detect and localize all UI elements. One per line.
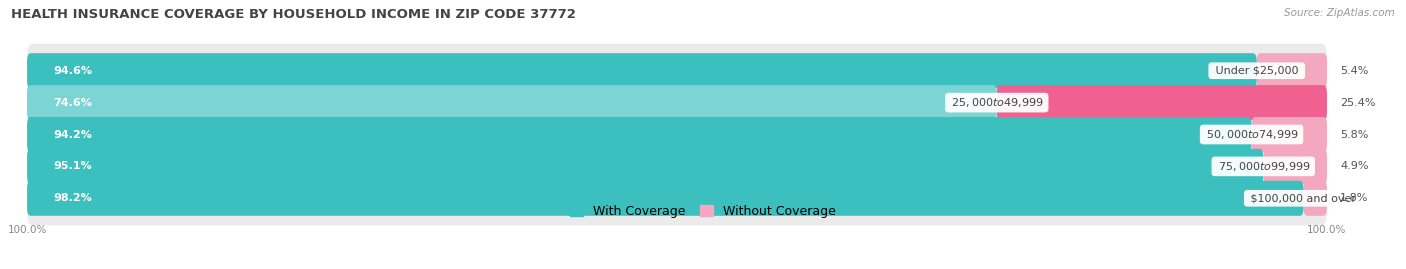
Text: 98.2%: 98.2% (53, 193, 91, 203)
Text: Source: ZipAtlas.com: Source: ZipAtlas.com (1284, 8, 1395, 18)
FancyBboxPatch shape (27, 76, 1327, 130)
FancyBboxPatch shape (27, 107, 1327, 162)
Legend: With Coverage, Without Coverage: With Coverage, Without Coverage (565, 200, 841, 223)
Text: 95.1%: 95.1% (53, 161, 91, 171)
Text: $100,000 and over: $100,000 and over (1247, 193, 1360, 203)
Text: $50,000 to $74,999: $50,000 to $74,999 (1204, 128, 1301, 141)
FancyBboxPatch shape (27, 181, 1303, 216)
Text: 94.2%: 94.2% (53, 129, 91, 140)
Text: 4.9%: 4.9% (1340, 161, 1368, 171)
Text: 94.6%: 94.6% (53, 66, 91, 76)
FancyBboxPatch shape (27, 171, 1327, 225)
FancyBboxPatch shape (1303, 181, 1327, 216)
Text: 5.4%: 5.4% (1340, 66, 1368, 76)
Text: $25,000 to $49,999: $25,000 to $49,999 (949, 96, 1045, 109)
Text: HEALTH INSURANCE COVERAGE BY HOUSEHOLD INCOME IN ZIP CODE 37772: HEALTH INSURANCE COVERAGE BY HOUSEHOLD I… (11, 8, 576, 21)
Text: 74.6%: 74.6% (53, 98, 91, 108)
Text: 1.8%: 1.8% (1340, 193, 1368, 203)
FancyBboxPatch shape (1263, 149, 1327, 184)
FancyBboxPatch shape (997, 85, 1327, 120)
FancyBboxPatch shape (1257, 53, 1327, 88)
FancyBboxPatch shape (1251, 117, 1327, 152)
Text: $75,000 to $99,999: $75,000 to $99,999 (1215, 160, 1312, 173)
Text: Under $25,000: Under $25,000 (1212, 66, 1302, 76)
FancyBboxPatch shape (27, 149, 1263, 184)
FancyBboxPatch shape (27, 53, 1257, 88)
FancyBboxPatch shape (27, 85, 997, 120)
Text: 5.8%: 5.8% (1340, 129, 1368, 140)
FancyBboxPatch shape (27, 44, 1327, 98)
Text: 25.4%: 25.4% (1340, 98, 1375, 108)
FancyBboxPatch shape (27, 117, 1251, 152)
FancyBboxPatch shape (27, 139, 1327, 193)
